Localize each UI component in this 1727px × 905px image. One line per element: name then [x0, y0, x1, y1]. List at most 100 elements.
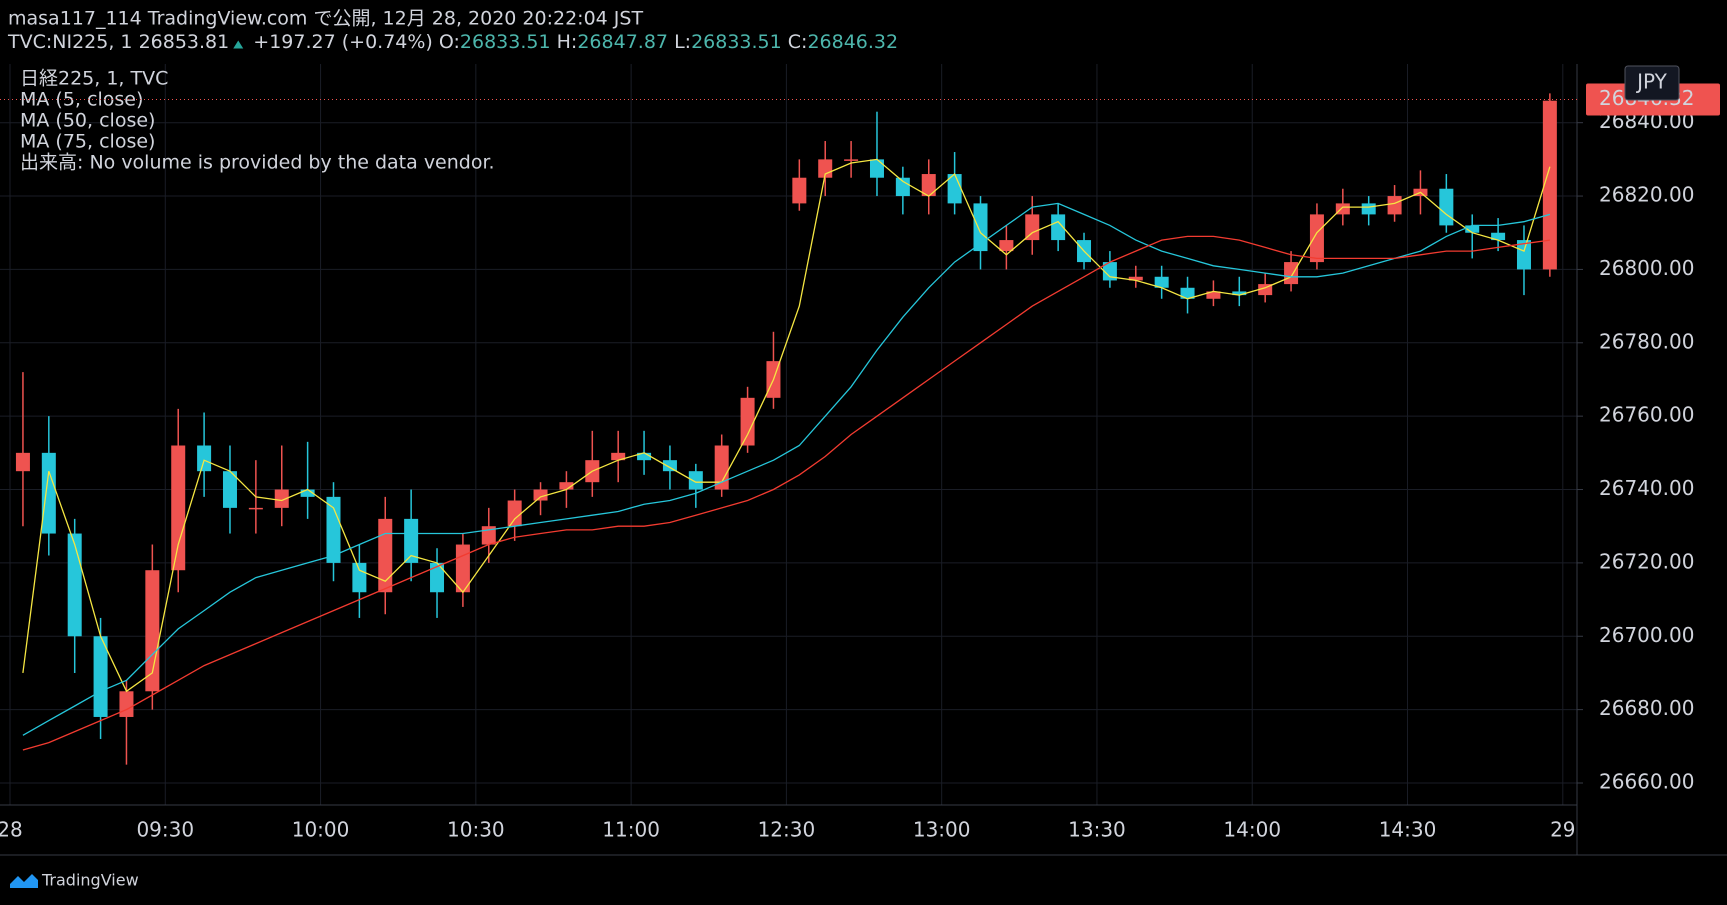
candle-body [93, 636, 108, 717]
candle-body [1309, 214, 1324, 263]
candle-body [1491, 232, 1506, 241]
candle-body [1128, 276, 1143, 281]
o-value: 26833.51 [460, 31, 551, 53]
candle-body [688, 471, 703, 490]
y-tick-label: 26720.00 [1599, 549, 1694, 573]
candle-body [430, 562, 445, 593]
l-value: 26833.51 [691, 31, 782, 53]
y-tick-label: 26800.00 [1599, 256, 1694, 280]
candle-body [1542, 100, 1557, 270]
candle-body [999, 240, 1014, 252]
l-label: L: [674, 31, 691, 53]
x-tick-label: 09:30 [136, 818, 194, 842]
x-tick-label: 28 [0, 818, 23, 842]
plot-area [0, 64, 1577, 805]
candle-body [533, 489, 548, 501]
x-tick-label: 14:30 [1379, 818, 1437, 842]
x-tick-label: 13:00 [913, 818, 971, 842]
candle-body [1206, 291, 1221, 299]
up-arrow [233, 40, 244, 49]
y-tick-label: 26740.00 [1599, 476, 1694, 500]
candle-body [67, 533, 82, 637]
candle-body [1465, 225, 1480, 233]
o-label: O: [439, 31, 460, 53]
candle-body [1025, 214, 1040, 241]
logo [10, 874, 38, 888]
x-tick-label: 10:00 [292, 818, 350, 842]
currency-label: JPY [1635, 70, 1668, 94]
legend-entry: MA (75, close) [20, 131, 155, 153]
ma-line [22, 235, 1550, 751]
legend-entry: MA (5, close) [20, 89, 143, 111]
candle-body [1387, 196, 1402, 215]
x-tick-label: 12:30 [758, 818, 816, 842]
ma-line [22, 158, 1551, 693]
candle-body [740, 397, 755, 446]
candle-body [1439, 188, 1454, 226]
brand: TradingView [41, 871, 139, 890]
candle-body [637, 452, 652, 461]
candle-body [145, 570, 160, 692]
candle-body [714, 445, 729, 490]
candle-body [869, 159, 884, 178]
h-label: H: [557, 31, 578, 53]
candle-body [1361, 203, 1376, 215]
h-value: 26847.87 [577, 31, 668, 53]
y-tick-label: 26700.00 [1599, 623, 1694, 647]
candle-body [404, 518, 419, 563]
candle-body [248, 507, 263, 510]
candle-body [1258, 284, 1273, 296]
c-label: C: [788, 31, 808, 53]
candle-body [1180, 287, 1195, 299]
candle-body [15, 452, 30, 472]
y-tick-label: 26680.00 [1599, 696, 1694, 720]
candle-body [119, 691, 134, 717]
x-tick-label: 10:30 [447, 818, 505, 842]
candle-body [1284, 262, 1299, 285]
last: 26853.81 [139, 31, 230, 53]
symbol-line: TVC:NI225, 1 26853.81 +197.27 (+0.74%) O… [7, 31, 898, 53]
candle-body [844, 159, 859, 161]
candle-body [171, 445, 186, 571]
y-tick-label: 26780.00 [1599, 329, 1694, 353]
candle-body [326, 496, 341, 563]
candle-body [611, 452, 626, 461]
candle-body [973, 203, 988, 252]
c-value: 26846.32 [807, 31, 898, 53]
x-tick-label: 14:00 [1223, 818, 1281, 842]
candle-body [352, 562, 367, 593]
volume-note: 出来高: No volume is provided by the data v… [20, 152, 495, 174]
candle-body [222, 471, 237, 508]
candle-body [197, 445, 212, 472]
candle-body [1102, 262, 1117, 281]
legend-title: 日経225, 1, TVC [20, 68, 168, 90]
ma-line [22, 202, 1551, 736]
y-tick-label: 26760.00 [1599, 403, 1694, 427]
x-tick-label: 13:30 [1068, 818, 1126, 842]
candle-body [895, 177, 910, 197]
y-tick-label: 26820.00 [1599, 183, 1694, 207]
candle-body [1335, 203, 1350, 215]
candle-body [1051, 214, 1066, 241]
candle-body [662, 460, 677, 472]
candle-body [921, 174, 936, 197]
candle-body [559, 482, 574, 490]
currency-box [1624, 65, 1680, 101]
candle-body [41, 452, 56, 534]
y-tick-label: 26660.00 [1599, 769, 1694, 793]
x-tick-label: 29 [1550, 818, 1575, 842]
publish-info: masa117_114 TradingView.com で公開, 12月 28,… [8, 8, 643, 30]
candle-body [1232, 291, 1247, 296]
candle-body [1154, 276, 1169, 288]
candle-body [378, 518, 393, 593]
candle-body [300, 489, 315, 497]
candle-body [1516, 240, 1531, 270]
x-tick-label: 11:00 [602, 818, 660, 842]
change: +197.27 (+0.74%) [253, 31, 433, 53]
candle-body [274, 489, 289, 508]
legend-entry: MA (50, close) [20, 110, 155, 132]
candle-body [507, 500, 522, 527]
candle-body [792, 177, 807, 204]
